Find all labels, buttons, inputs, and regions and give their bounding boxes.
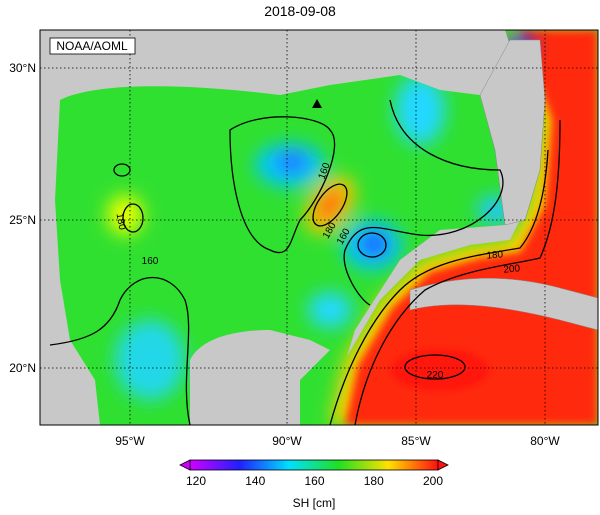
colorbar-min-arrow [179, 459, 191, 471]
latitude-label: 25°N [9, 213, 36, 227]
contour-label: 220 [427, 370, 444, 381]
contour-label: 180 [114, 212, 128, 231]
colorbar-max-arrow [437, 459, 449, 471]
colorbar-tick-label: 180 [364, 474, 384, 488]
longitude-label: 90°W [272, 434, 302, 448]
map-frame [39, 29, 599, 426]
colorbar-tick-label: 200 [423, 474, 443, 488]
colorbar-tick-label: 120 [186, 474, 206, 488]
station-marker [312, 99, 322, 108]
colorbar-tick-label: 160 [304, 474, 324, 488]
map-title: 2018-09-08 [264, 3, 336, 19]
florida [479, 39, 546, 226]
latitude-label: 20°N [9, 361, 36, 375]
source-box [49, 37, 136, 55]
contour-label: 200 [503, 263, 521, 275]
longitude-label: 80°W [530, 434, 560, 448]
contour-label: 160 [142, 256, 159, 267]
latitude-label: 30°N [9, 61, 36, 75]
graticule [40, 30, 598, 425]
contour-label: 180 [486, 249, 504, 261]
colorbar [189, 459, 439, 471]
longitude-label: 85°W [401, 434, 431, 448]
colorbar-tick-label: 140 [245, 474, 265, 488]
source-label: NOAA/AOML [56, 39, 128, 53]
colorbar-label: SH [cm] [293, 496, 336, 510]
longitude-label: 95°W [115, 434, 145, 448]
